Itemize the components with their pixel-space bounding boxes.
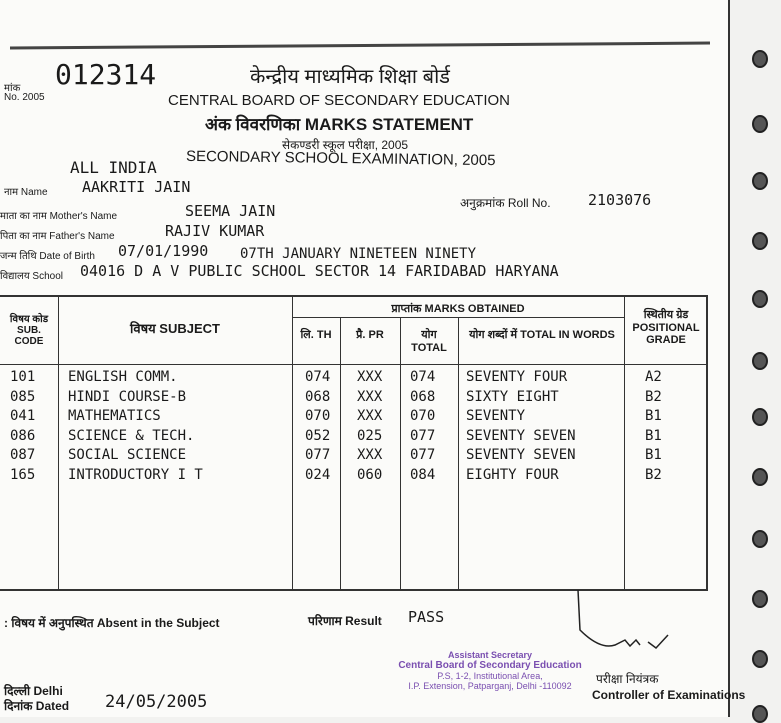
header-marks-obtained: प्राप्तांक MARKS OBTAINED: [391, 303, 525, 315]
cell-subject: SOCIAL SCIENCE: [68, 447, 187, 463]
absent-note: : विषय में अनुपस्थित Absent in the Subje…: [4, 616, 220, 630]
marks-statement: मांक No. 2005 012314 केन्द्रीय माध्यमिक …: [0, 0, 745, 717]
mother-name: SEEMA JAIN: [185, 202, 276, 220]
cell-code: 165: [10, 466, 36, 483]
date-of-birth: 07/01/1990: [118, 242, 209, 260]
punch-hole: [752, 650, 768, 668]
cell-th: 074: [305, 369, 331, 385]
cell-total: 077: [410, 447, 436, 463]
signature: [577, 590, 669, 650]
cell-pr: 025: [357, 427, 383, 444]
border-line: [9, 41, 711, 50]
board-name-hindi: केन्द्रीय माध्यमिक शिक्षा बोर्ड: [250, 66, 450, 88]
cell-words: SEVENTY: [466, 408, 526, 424]
cell-words: EIGHTY FOUR: [466, 466, 559, 483]
cell-pr: XXX: [357, 369, 383, 385]
header-total-words: योग शब्दों में TOTAL IN WORDS: [469, 329, 615, 341]
board-name: CENTRAL BOARD OF SECONDARY EDUCATION: [168, 92, 510, 109]
official-stamp: Assistant Secretary Central Board of Sec…: [398, 650, 582, 691]
cell-code: 087: [10, 447, 36, 463]
issue-date: 24/05/2005: [105, 692, 208, 712]
cell-grade: B2: [645, 466, 662, 483]
cell-grade: B2: [645, 388, 662, 405]
roll-number: 2103076: [588, 191, 652, 209]
cell-subject: MATHEMATICS: [68, 408, 161, 424]
punch-hole: [752, 232, 768, 250]
punch-hole: [752, 468, 768, 486]
cell-pr: XXX: [357, 447, 383, 463]
cell-pr: XXX: [357, 408, 383, 424]
marks-table: विषय कोड SUB. CODE विषय SUBJECT प्राप्ता…: [0, 295, 708, 591]
cell-words: SIXTY EIGHT: [466, 388, 559, 405]
cell-subject: SCIENCE & TECH.: [68, 427, 195, 444]
header-total: योग TOTAL: [411, 329, 447, 354]
punch-hole: [752, 408, 768, 426]
result-label: परिणाम Result: [308, 614, 382, 628]
place: दिल्ली Delhi: [4, 684, 63, 698]
cell-th: 077: [305, 447, 331, 463]
punch-hole: [752, 590, 768, 608]
cell-subject: ENGLISH COMM.: [68, 369, 178, 385]
exam-scope: ALL INDIA: [70, 158, 157, 177]
serial-number: 012314: [55, 58, 157, 91]
cell-pr: 060: [357, 466, 383, 483]
cell-subject: HINDI COURSE-B: [68, 388, 187, 405]
punch-hole: [752, 530, 768, 548]
controller-title: Controller of Examinations: [592, 688, 746, 702]
cell-total: 084: [410, 466, 436, 483]
document-title: अंक विवरणिका MARKS STATEMENT: [205, 115, 474, 134]
header-pr: प्रै. PR: [356, 329, 384, 341]
cell-words: SEVENTY FOUR: [466, 369, 568, 385]
cell-total: 077: [410, 427, 436, 444]
cell-total: 068: [410, 388, 436, 405]
cell-th: 024: [305, 466, 331, 483]
header-th: लि. TH: [300, 329, 332, 341]
cell-pr: XXX: [357, 388, 383, 405]
dated-label: दिनांक Dated: [4, 699, 70, 713]
roll-label: अनुक्रमांक Roll No.: [460, 196, 551, 210]
cell-total: 074: [410, 369, 436, 385]
cell-words: SEVENTY SEVEN: [466, 427, 576, 444]
school-name: 04016 D A V PUBLIC SCHOOL SECTOR 14 FARI…: [80, 262, 559, 280]
name-label: नाम Name: [4, 187, 48, 198]
cell-total: 070: [410, 408, 436, 424]
header-sub-code: विषय कोड SUB. CODE: [9, 314, 49, 347]
dob-in-words: 07TH JANUARY NINETEEN NINETY: [240, 246, 477, 262]
exam-name-hindi: सेकण्डरी स्कूल परीक्षा, 2005: [282, 138, 409, 152]
cell-words: SEVENTY SEVEN: [466, 447, 576, 463]
header-grade: स्थितीय ग्रेड POSITIONAL GRADE: [632, 309, 700, 346]
school-label: विद्यालय School: [0, 271, 63, 282]
cell-grade: A2: [645, 369, 662, 385]
cell-th: 070: [305, 408, 331, 424]
cell-th: 052: [305, 427, 331, 444]
cell-th: 068: [305, 388, 331, 405]
cell-code: 085: [10, 388, 36, 405]
father-name: RAJIV KUMAR: [165, 222, 265, 240]
cell-subject: INTRODUCTORY I T: [68, 466, 203, 483]
exam-name: SECONDARY SCHOOL EXAMINATION, 2005: [185, 147, 496, 170]
controller-hindi: परीक्षा नियंत्रक: [596, 672, 659, 686]
serial-label-hi: मांक: [4, 83, 21, 94]
cell-code: 086: [10, 427, 36, 444]
cell-grade: B1: [645, 447, 662, 463]
cell-code: 041: [10, 408, 36, 424]
mother-label: माता का नाम Mother's Name: [0, 211, 118, 222]
punch-hole: [752, 50, 768, 68]
punch-hole: [752, 705, 768, 723]
header-subject: विषय SUBJECT: [130, 321, 220, 336]
serial-label-en: No. 2005: [4, 92, 45, 103]
dob-label: जन्म तिथि Date of Birth: [0, 251, 95, 262]
punch-hole: [752, 115, 768, 133]
cell-grade: B1: [645, 427, 662, 444]
punch-hole: [752, 352, 768, 370]
result-value: PASS: [408, 608, 445, 626]
student-name: AAKRITI JAIN: [82, 178, 191, 196]
punch-hole: [752, 290, 768, 308]
cell-grade: B1: [645, 408, 662, 424]
father-label: पिता का नाम Father's Name: [0, 231, 115, 242]
cell-code: 101: [10, 369, 36, 385]
punch-hole: [752, 172, 768, 190]
